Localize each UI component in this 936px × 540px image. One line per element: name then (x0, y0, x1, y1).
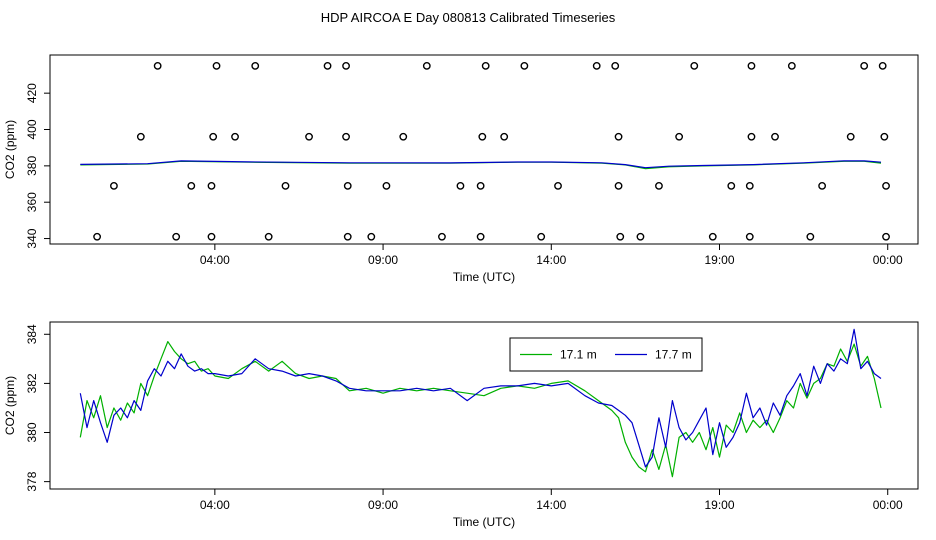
x-tick-label: 14:00 (536, 253, 566, 267)
data-point (787, 62, 796, 70)
x-tick-label: 09:00 (368, 498, 398, 512)
data-point (93, 232, 102, 241)
data-point (110, 181, 118, 190)
data-point (878, 62, 887, 70)
data-point (207, 181, 216, 190)
data-point (860, 62, 869, 70)
data-point (343, 232, 352, 241)
data-point (554, 181, 562, 190)
data-point (747, 132, 756, 141)
data-point (675, 132, 684, 141)
x-axis-title: Time (UTC) (453, 515, 515, 529)
data-point (771, 132, 779, 141)
x-tick-label: 04:00 (200, 253, 230, 267)
data-point (818, 181, 827, 190)
data-point (481, 62, 490, 70)
data-point (323, 62, 332, 70)
y-tick-label: 380 (25, 422, 39, 442)
data-point (882, 181, 890, 190)
series-line (80, 160, 882, 169)
x-axis-title: Time (UTC) (453, 270, 515, 284)
data-point (382, 181, 391, 190)
data-point (456, 181, 465, 190)
data-point (367, 232, 376, 241)
x-tick-label: 00:00 (873, 253, 903, 267)
data-point (281, 181, 290, 190)
series-line (79, 341, 882, 478)
series-line (79, 328, 882, 468)
data-point (251, 62, 260, 70)
data-point (745, 181, 754, 190)
data-point (207, 232, 216, 241)
legend-entry: 17.7 m (655, 348, 692, 362)
data-point (153, 62, 162, 70)
x-tick-label: 19:00 (704, 498, 734, 512)
data-point (882, 232, 890, 241)
legend-entry: 17.1 m (560, 348, 597, 362)
data-point (342, 62, 350, 70)
data-point (500, 132, 509, 141)
x-tick-label: 09:00 (368, 253, 398, 267)
data-point (537, 232, 546, 241)
y-axis-title: CO2 (ppm) (3, 120, 17, 179)
data-point (422, 62, 431, 70)
data-point (264, 232, 273, 241)
y-axis-title: CO2 (ppm) (3, 376, 17, 435)
data-point (172, 232, 181, 241)
data-point (399, 132, 408, 141)
y-tick-label: 340 (25, 228, 39, 248)
data-point (727, 181, 736, 190)
data-point (520, 62, 529, 70)
y-tick-label: 400 (25, 119, 39, 139)
x-tick-label: 04:00 (200, 498, 230, 512)
x-tick-label: 14:00 (536, 498, 566, 512)
y-tick-label: 420 (25, 83, 39, 103)
data-point (880, 132, 889, 141)
data-point (342, 132, 350, 141)
y-tick-label: 380 (25, 156, 39, 176)
chart-title: HDP AIRCOA E Day 080813 Calibrated Times… (320, 10, 616, 25)
data-point (745, 232, 754, 241)
data-point (611, 62, 620, 70)
data-point (747, 62, 756, 70)
x-tick-label: 00:00 (873, 498, 903, 512)
data-point (614, 132, 623, 141)
data-point (476, 181, 485, 190)
data-point (592, 62, 601, 70)
data-point (636, 232, 645, 241)
y-tick-label: 378 (25, 471, 39, 491)
top-panel: 04:00 09:00 14:00 19:00 00:00 340 360 380 400 420… (3, 54, 919, 284)
plot-frame (49, 321, 919, 490)
plot-frame (49, 54, 919, 245)
data-point (343, 181, 352, 190)
data-point (136, 132, 145, 141)
y-tick-label: 384 (25, 324, 39, 344)
data-point (655, 181, 663, 190)
data-point (616, 232, 625, 241)
data-point (846, 132, 855, 141)
data-point (305, 132, 313, 141)
data-point (708, 232, 717, 241)
data-point (187, 181, 196, 190)
y-tick-label: 382 (25, 373, 39, 393)
data-point (209, 132, 218, 141)
data-point (614, 181, 623, 190)
data-point (212, 62, 221, 70)
data-point (438, 232, 446, 241)
y-tick-label: 360 (25, 192, 39, 212)
data-point (478, 132, 487, 141)
bottom-panel: 04:00 09:00 14:00 19:00 00:00 378 380 382 384 Tim… (3, 321, 919, 529)
x-tick-label: 19:00 (704, 253, 734, 267)
data-point (476, 232, 485, 241)
data-point (231, 132, 239, 141)
data-point (690, 62, 699, 70)
data-point (806, 232, 815, 241)
